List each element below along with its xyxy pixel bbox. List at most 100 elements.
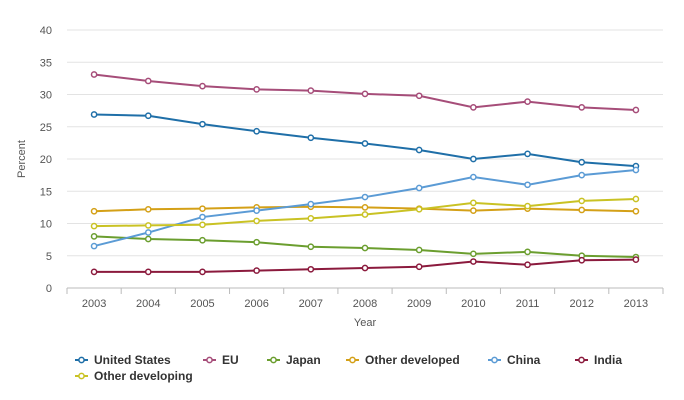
data-point: [415, 205, 423, 213]
data-point: [361, 211, 369, 218]
legend-swatch-marker: [206, 356, 213, 364]
y-axis: 0 5 10 15 20 25 30 35 40: [40, 25, 52, 295]
data-point: [253, 238, 260, 246]
data-point: [307, 87, 315, 94]
x-axis-title: Year: [354, 317, 377, 329]
gridlines: [67, 29, 663, 289]
legend-item: EU: [203, 353, 239, 367]
y-tick-label: 10: [40, 219, 52, 231]
legend-item: China: [488, 353, 541, 367]
data-point: [578, 206, 586, 214]
data-point: [415, 246, 423, 254]
data-point: [524, 98, 531, 105]
legend-item: Other developed: [346, 353, 460, 367]
x-axis: 2003 2004 2005 2006 2007 2008 2009 2010 2011 2012…: [66, 287, 664, 310]
data-point: [632, 256, 640, 263]
series-china: [90, 166, 640, 250]
data-point: [632, 106, 640, 114]
series-united-states: [90, 111, 640, 170]
x-tick-label: 2013: [624, 298, 648, 310]
data-point: [307, 265, 315, 273]
data-point: [90, 207, 98, 215]
y-tick-label: 40: [40, 25, 52, 37]
data-point: [524, 202, 531, 210]
data-point: [144, 268, 152, 276]
data-point: [578, 171, 586, 179]
data-point: [90, 111, 98, 118]
data-point: [253, 127, 260, 135]
data-point: [199, 213, 206, 221]
legend-swatch-marker: [78, 356, 85, 364]
data-point: [253, 267, 260, 274]
data-point: [524, 261, 531, 269]
data-point: [253, 207, 260, 214]
x-tick-label: 2004: [136, 298, 160, 310]
data-point: [144, 222, 152, 229]
legend-label: Japan: [286, 353, 321, 367]
legend-item: Other developing: [75, 369, 193, 383]
series-other-developing: [90, 195, 640, 230]
data-point: [307, 134, 315, 142]
data-point: [90, 268, 98, 276]
x-tick-label: 2010: [461, 298, 485, 310]
legend: United States EU Japan Other developed China…: [75, 353, 622, 383]
data-point: [361, 140, 369, 147]
data-point: [470, 104, 477, 111]
data-point: [415, 263, 423, 271]
data-point: [470, 155, 477, 163]
data-point: [415, 146, 423, 154]
legend-swatch-marker: [491, 356, 498, 364]
legend-label: Other developing: [94, 369, 193, 383]
legend-swatch-marker: [349, 356, 356, 364]
x-tick-label: 2011: [516, 298, 540, 310]
y-tick-label: 35: [40, 57, 52, 69]
data-point: [307, 243, 315, 251]
legend-label: India: [594, 353, 622, 367]
data-point: [144, 205, 152, 213]
data-point: [144, 235, 152, 243]
data-point: [361, 193, 369, 201]
data-point: [90, 222, 98, 230]
data-point: [632, 166, 640, 174]
data-point: [253, 217, 260, 225]
data-point: [578, 256, 586, 264]
data-point: [361, 244, 369, 252]
data-point: [524, 150, 531, 158]
x-tick-label: 2007: [299, 298, 323, 310]
data-point: [470, 173, 477, 181]
x-tick-label: 2003: [82, 298, 106, 310]
data-point: [199, 268, 206, 276]
x-tick-label: 2006: [244, 298, 268, 310]
x-tick-label: 2009: [407, 298, 431, 310]
data-point: [253, 85, 260, 93]
data-point: [90, 242, 98, 250]
data-point: [199, 221, 206, 229]
data-point: [578, 104, 586, 111]
data-point: [90, 71, 98, 78]
legend-item: United States: [75, 353, 171, 367]
data-point: [632, 207, 640, 215]
data-point: [361, 90, 369, 98]
legend-label: Other developed: [365, 353, 460, 367]
x-tick-label: 2008: [353, 298, 377, 310]
legend-item: Japan: [267, 353, 321, 367]
legend-item: India: [575, 353, 622, 367]
data-point: [524, 181, 531, 189]
data-point: [524, 248, 531, 256]
legend-swatch-marker: [270, 356, 277, 364]
series-lines: [90, 71, 640, 276]
data-point: [144, 77, 152, 85]
y-tick-label: 20: [40, 154, 52, 166]
data-point: [199, 205, 206, 213]
data-point: [307, 214, 315, 222]
y-tick-label: 25: [40, 122, 52, 134]
data-point: [144, 229, 152, 236]
data-point: [361, 204, 369, 211]
x-tick-label: 2012: [569, 298, 593, 310]
data-point: [632, 195, 640, 203]
legend-label: EU: [222, 353, 239, 367]
series-india: [90, 256, 640, 276]
data-point: [470, 258, 477, 265]
y-tick-label: 5: [46, 251, 52, 263]
